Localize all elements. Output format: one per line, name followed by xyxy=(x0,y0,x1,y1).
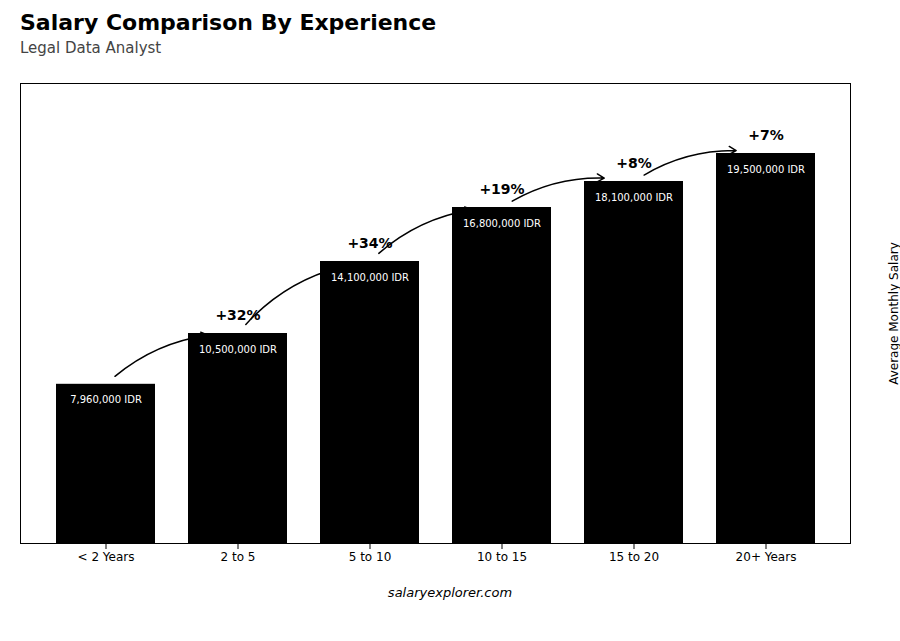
svg-text:10,500,000 IDR: 10,500,000 IDR xyxy=(199,344,277,355)
svg-text:2 to 5: 2 to 5 xyxy=(221,550,256,564)
svg-text:7,960,000 IDR: 7,960,000 IDR xyxy=(70,394,142,405)
svg-text:18,100,000 IDR: 18,100,000 IDR xyxy=(595,192,673,203)
svg-text:10 to 15: 10 to 15 xyxy=(477,550,527,564)
svg-text:+8%: +8% xyxy=(616,155,652,171)
svg-text:14,100,000 IDR: 14,100,000 IDR xyxy=(331,272,409,283)
svg-text:+7%: +7% xyxy=(748,127,784,143)
svg-text:< 2 Years: < 2 Years xyxy=(78,550,135,564)
html-text:Legal Data Analyst: Legal Data Analyst xyxy=(20,39,162,57)
html-text:salaryexplorer.com: salaryexplorer.com xyxy=(387,585,513,600)
html-text:Salary Comparison By Experienc: Salary Comparison By Experience xyxy=(20,10,437,35)
svg-text:5 to 10: 5 to 10 xyxy=(349,550,392,564)
svg-text:15 to 20: 15 to 20 xyxy=(609,550,659,564)
svg-text:+19%: +19% xyxy=(479,181,524,197)
svg-text:Average Monthly Salary: Average Monthly Salary xyxy=(887,242,900,385)
svg-text:+34%: +34% xyxy=(347,235,392,251)
svg-text:19,500,000 IDR: 19,500,000 IDR xyxy=(727,164,805,175)
svg-text:16,800,000 IDR: 16,800,000 IDR xyxy=(463,218,541,229)
svg-text:+32%: +32% xyxy=(215,307,260,323)
svg-text:20+ Years: 20+ Years xyxy=(736,550,797,564)
